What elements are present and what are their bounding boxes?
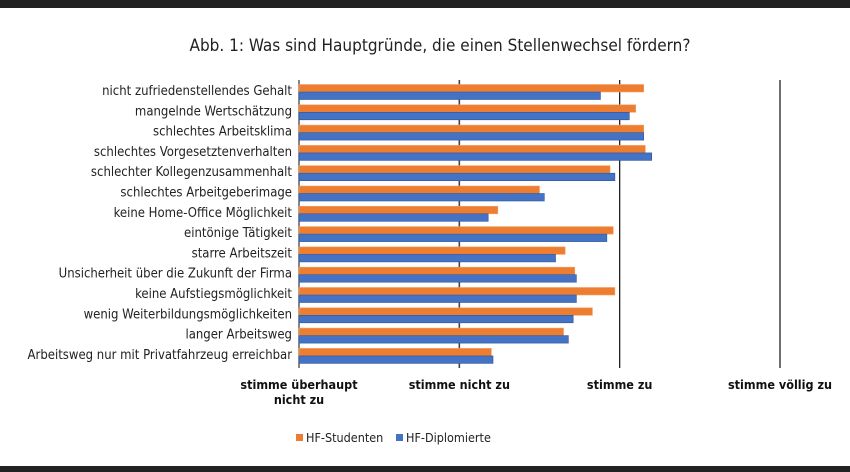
x-tick-label: stimme nicht zu	[409, 377, 510, 392]
gridlines	[298, 80, 781, 368]
bar-diplomierte	[298, 213, 489, 222]
bar-diplomierte	[298, 314, 574, 324]
x-tick-label: stimme zu	[587, 377, 652, 392]
bar-studenten	[298, 145, 646, 154]
category-label: langer Arbeitsweg	[185, 328, 292, 343]
bar-diplomierte	[298, 274, 577, 283]
category-label: wenig Weiterbildungsmöglichkeiten	[84, 307, 292, 322]
bar-studenten	[298, 327, 564, 336]
category-label: Arbeitsweg nur mit Privatfahrzeug erreic…	[28, 348, 293, 363]
bar-diplomierte	[298, 91, 601, 100]
category-labels: nicht zufriedenstellendes Gehalt mangelnd…	[28, 84, 293, 363]
bar-studenten	[298, 287, 616, 296]
bar-studenten	[298, 226, 614, 235]
bar-studenten	[298, 185, 540, 194]
category-label: Unsicherheit über die Zukunft der Firma	[59, 267, 292, 282]
bar-studenten	[298, 124, 645, 133]
bar-diplomierte	[298, 335, 569, 344]
bar-studenten	[298, 266, 576, 276]
category-label: keine Aufstiegsmöglichkeit	[135, 287, 292, 302]
bar-diplomierte	[298, 193, 545, 202]
category-label: schlechter Kollegenzusammenhalt	[91, 165, 292, 180]
category-label: starre Arbeitszeit	[192, 246, 293, 261]
bar-diplomierte	[298, 233, 608, 242]
legend-swatch	[296, 434, 303, 441]
bottom-border	[0, 466, 850, 472]
bar-diplomierte	[298, 254, 556, 263]
bar-studenten	[298, 206, 499, 215]
bar-diplomierte	[298, 172, 616, 181]
bar-diplomierte	[298, 112, 630, 121]
chart-title: Abb. 1: Was sind Hauptgründe, die einen …	[190, 36, 691, 56]
top-border	[0, 0, 850, 8]
x-tick-label: stimme überhaupt	[240, 377, 358, 392]
category-label: schlechtes Arbeitgeberimage	[120, 186, 292, 201]
bar-studenten	[298, 84, 645, 93]
x-tick-label: stimme völlig zu	[728, 377, 832, 392]
bar-studenten	[298, 104, 637, 113]
legend-label: HF-Studenten	[306, 430, 383, 445]
category-label: keine Home-Office Möglichkeit	[114, 206, 293, 221]
category-label: schlechtes Arbeitsklima	[153, 125, 292, 140]
bars	[298, 84, 653, 364]
bar-studenten	[298, 348, 492, 357]
category-label: schlechtes Vorgesetztenverhalten	[94, 145, 292, 160]
category-label: mangelnde Wertschätzung	[135, 104, 292, 119]
x-tick-label: nicht zu	[274, 392, 324, 407]
bar-diplomierte	[298, 355, 494, 364]
bar-studenten	[298, 307, 593, 316]
legend-label: HF-Diplomierte	[406, 430, 491, 445]
legend: HF-Studenten HF-Diplomierte	[296, 430, 491, 445]
bar-diplomierte	[298, 152, 653, 161]
category-label: eintönige Tätigkeit	[184, 226, 292, 241]
bar-studenten	[298, 165, 611, 174]
legend-swatch	[396, 434, 403, 441]
bar-diplomierte	[298, 132, 645, 141]
bar-studenten	[298, 246, 566, 255]
bar-diplomierte	[298, 294, 577, 303]
category-label: nicht zufriedenstellendes Gehalt	[102, 84, 292, 99]
